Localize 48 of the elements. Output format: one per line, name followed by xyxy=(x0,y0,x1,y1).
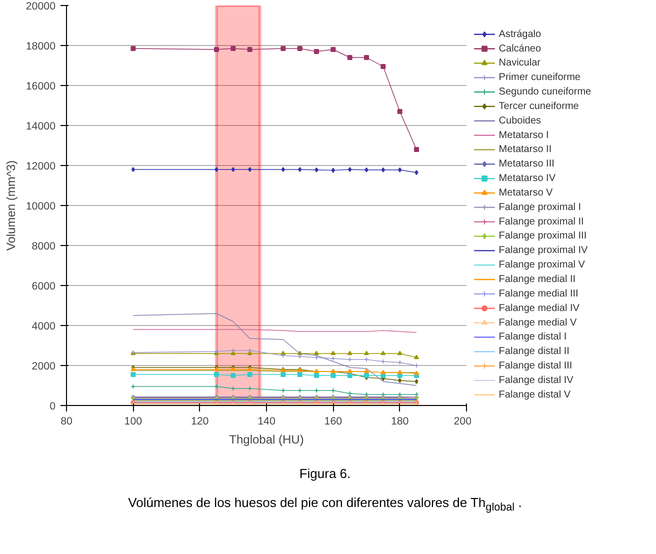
legend-label: Falange proximal III xyxy=(498,230,587,242)
text: Figura 6. xyxy=(299,465,351,483)
legend-label: Metatarso V xyxy=(498,187,554,198)
legend-label: Cuboides xyxy=(498,115,542,126)
x-tick-label: 160 xyxy=(324,416,342,428)
x-tick-label: 180 xyxy=(390,416,409,428)
legend-label: Falange medial II xyxy=(498,274,576,285)
legend-label: Tercer cuneiforme xyxy=(498,100,580,112)
x-tick-label: 140 xyxy=(258,416,276,428)
legend-label: Falange proximal II xyxy=(498,216,584,228)
legend-label: Segundo cuneiforme xyxy=(498,86,592,98)
legend-label: Falange medial IV xyxy=(498,302,580,314)
legend-label: Falange proximal IV xyxy=(498,245,588,256)
legend-label: Calcáneo xyxy=(498,43,542,54)
legend-label: Metatarso IV xyxy=(498,173,556,184)
legend-label: Falange distal II xyxy=(498,346,570,358)
legend-label: Falange proximal V xyxy=(498,260,586,271)
legend-label: Falange medial V xyxy=(498,317,577,328)
legend-label: Falange medial III xyxy=(498,288,578,300)
legend-label: Falange distal III xyxy=(498,360,572,372)
x-tick-label: 80 xyxy=(60,416,72,428)
legend-label: Falange distal V xyxy=(498,389,571,400)
y-tick-label: 8000 xyxy=(32,240,56,252)
x-tick-label: 120 xyxy=(190,416,209,428)
y-tick-label: 12000 xyxy=(26,160,56,172)
y-tick-label: 0 xyxy=(50,400,56,412)
y-tick-label: 10000 xyxy=(26,200,56,212)
legend-label: Primer cuneiforme xyxy=(498,72,581,84)
y-tick-label: 4000 xyxy=(32,320,56,332)
y-tick-label: 20000 xyxy=(26,0,56,12)
y-axis-title: Volumen (mm^3) xyxy=(4,160,18,251)
legend-label: Metatarso I xyxy=(498,130,549,141)
legend-label: Falange distal IV xyxy=(498,374,574,386)
legend-label: Metatarso II xyxy=(498,144,552,156)
legend-label: Falange distal I xyxy=(498,332,567,343)
legend-label: Navicular xyxy=(498,58,542,69)
y-tick-label: 14000 xyxy=(26,120,56,132)
x-tick-label: 100 xyxy=(124,416,142,428)
y-tick-label: 16000 xyxy=(26,80,56,92)
legend-label: Falange proximal I xyxy=(498,202,582,213)
legend-label: Astrágalo xyxy=(498,28,542,40)
y-tick-label: 6000 xyxy=(32,280,56,292)
legend-label: Metatarso III xyxy=(498,158,554,170)
x-axis-title: Thglobal (HU) xyxy=(229,432,304,446)
y-tick-label: 2000 xyxy=(32,360,56,372)
x-tick-label: 200 xyxy=(454,416,472,428)
y-tick-label: 18000 xyxy=(26,40,56,52)
text: Volúmenes de los huesos del pie con diferentes valores de Th$_{global}$ . xyxy=(128,494,522,516)
